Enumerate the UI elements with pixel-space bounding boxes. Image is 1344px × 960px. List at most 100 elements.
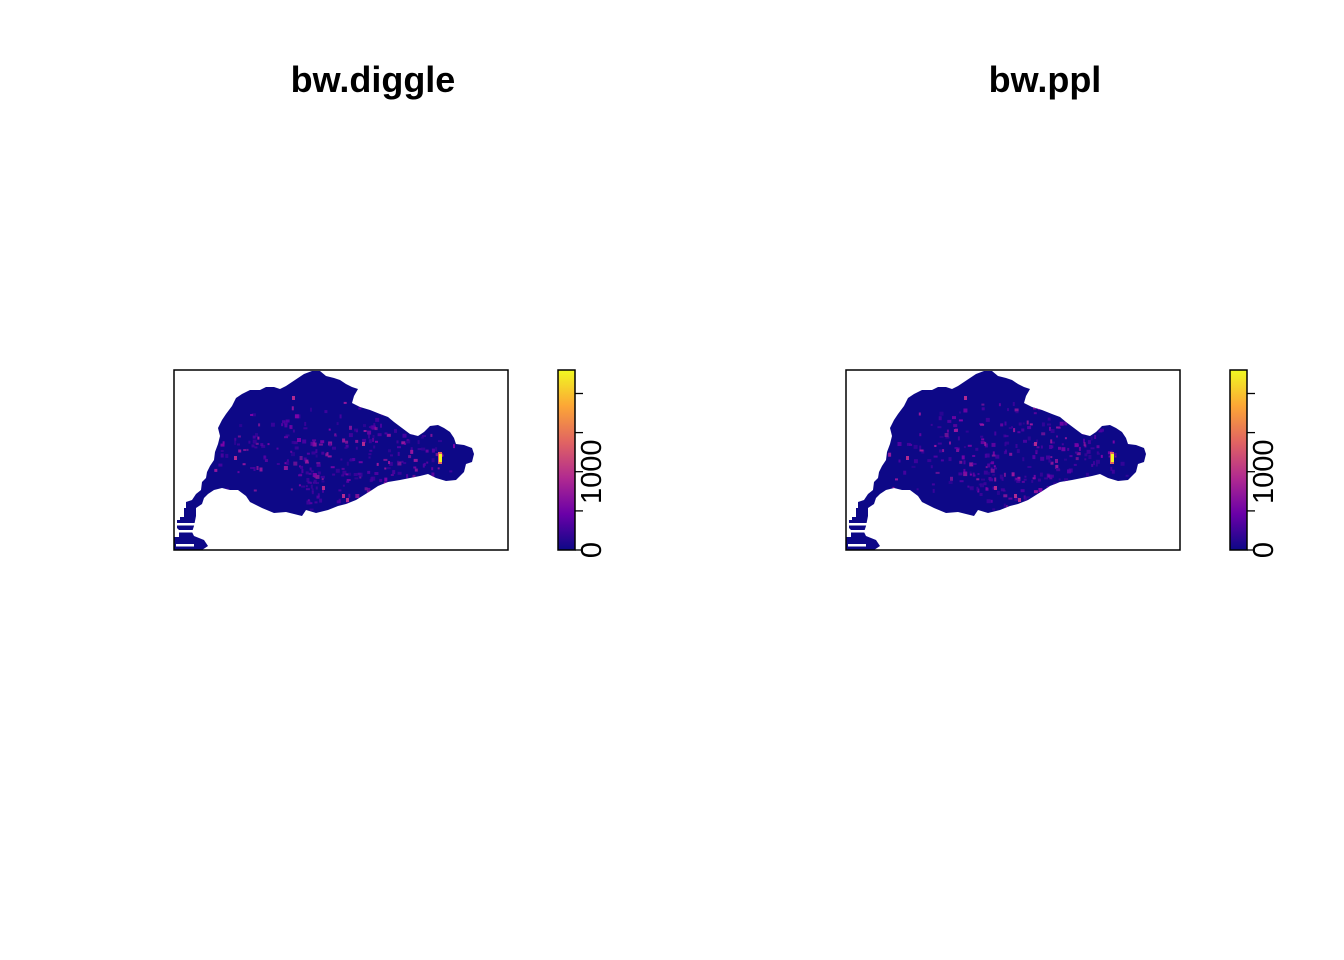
speckle bbox=[379, 493, 383, 496]
speckle bbox=[985, 487, 989, 491]
speckle bbox=[310, 407, 312, 412]
speckle bbox=[384, 477, 388, 482]
speckle bbox=[1083, 438, 1085, 443]
speckle bbox=[305, 471, 309, 475]
speckle bbox=[1045, 498, 1049, 502]
speckle bbox=[431, 448, 435, 453]
speckle bbox=[298, 474, 303, 477]
speckle bbox=[963, 471, 968, 474]
speckle bbox=[315, 449, 318, 454]
speckle bbox=[303, 457, 307, 462]
speckle bbox=[1030, 507, 1034, 512]
speckle bbox=[1028, 506, 1031, 510]
speckle bbox=[1111, 469, 1115, 474]
speckle bbox=[345, 502, 349, 507]
speckle bbox=[410, 422, 413, 427]
speckle bbox=[368, 434, 370, 439]
colorbar-frame bbox=[1229, 369, 1248, 551]
speckle bbox=[292, 396, 295, 400]
speckle bbox=[1049, 445, 1053, 449]
speckle bbox=[238, 449, 242, 453]
density-speckles bbox=[886, 396, 1129, 512]
speckle bbox=[369, 479, 373, 483]
speckle bbox=[289, 425, 293, 430]
speckle bbox=[383, 489, 387, 494]
speckle bbox=[946, 429, 949, 433]
speckle bbox=[431, 472, 435, 477]
speckle bbox=[1082, 431, 1086, 435]
speckle bbox=[1001, 476, 1004, 481]
speckle bbox=[366, 490, 371, 494]
speckle bbox=[1087, 427, 1089, 432]
speckle bbox=[256, 466, 259, 470]
speckle bbox=[299, 456, 303, 460]
speckle bbox=[934, 445, 937, 447]
speckle bbox=[286, 459, 289, 463]
speckle bbox=[950, 476, 953, 481]
speckle bbox=[981, 478, 985, 481]
speckle bbox=[1033, 407, 1037, 410]
speckle bbox=[1067, 469, 1071, 474]
speckle bbox=[431, 458, 435, 463]
speckle bbox=[1120, 461, 1125, 466]
speckle bbox=[372, 437, 375, 442]
speckle bbox=[311, 491, 314, 495]
speckle bbox=[284, 423, 288, 428]
speckle bbox=[252, 439, 257, 444]
speckle bbox=[1112, 440, 1115, 444]
speckle bbox=[343, 401, 347, 404]
speckle bbox=[1061, 443, 1064, 446]
speckle bbox=[253, 467, 256, 471]
speckle bbox=[406, 474, 409, 479]
speckle bbox=[913, 444, 918, 449]
speckle bbox=[895, 478, 898, 481]
speckle bbox=[1033, 474, 1036, 479]
speckle bbox=[994, 486, 997, 490]
speckle bbox=[1094, 435, 1097, 439]
speckle bbox=[1087, 432, 1090, 435]
speckle bbox=[368, 426, 373, 429]
speckle bbox=[954, 447, 958, 449]
speckle bbox=[383, 494, 386, 498]
speckle bbox=[406, 439, 411, 444]
speckle bbox=[237, 435, 241, 438]
speckle bbox=[431, 467, 434, 471]
speckle bbox=[944, 433, 949, 437]
speckle bbox=[1096, 445, 1100, 449]
speckle bbox=[358, 472, 363, 477]
speckle bbox=[308, 472, 312, 475]
speckle bbox=[306, 452, 310, 455]
speckle bbox=[1024, 475, 1027, 478]
speckle bbox=[453, 444, 455, 449]
speckle bbox=[1013, 428, 1016, 433]
speckle bbox=[898, 459, 901, 463]
speckle bbox=[376, 462, 379, 466]
speckle bbox=[367, 430, 372, 435]
speckle bbox=[1000, 423, 1004, 427]
speckle bbox=[325, 453, 329, 457]
speckle bbox=[1037, 478, 1041, 482]
speckle bbox=[348, 505, 351, 507]
speckle bbox=[995, 454, 1000, 459]
speckle bbox=[305, 488, 310, 491]
speckle bbox=[342, 484, 345, 487]
speckle bbox=[397, 461, 402, 466]
speckle bbox=[963, 408, 968, 413]
speckle bbox=[332, 446, 336, 450]
speckle bbox=[367, 470, 371, 474]
speckle bbox=[992, 508, 996, 511]
speckle bbox=[312, 481, 317, 484]
speckle bbox=[383, 458, 388, 461]
speckle bbox=[339, 414, 342, 419]
speckle bbox=[945, 436, 950, 439]
speckle bbox=[390, 474, 394, 476]
speckle bbox=[392, 414, 394, 417]
speckle bbox=[234, 440, 237, 445]
speckle bbox=[1003, 503, 1006, 508]
speckle bbox=[449, 470, 453, 473]
speckle bbox=[973, 474, 976, 477]
speckle bbox=[396, 460, 399, 463]
colorbar-tick-label: 1000 bbox=[1248, 439, 1280, 504]
speckle bbox=[423, 462, 426, 466]
speckle bbox=[225, 487, 229, 491]
